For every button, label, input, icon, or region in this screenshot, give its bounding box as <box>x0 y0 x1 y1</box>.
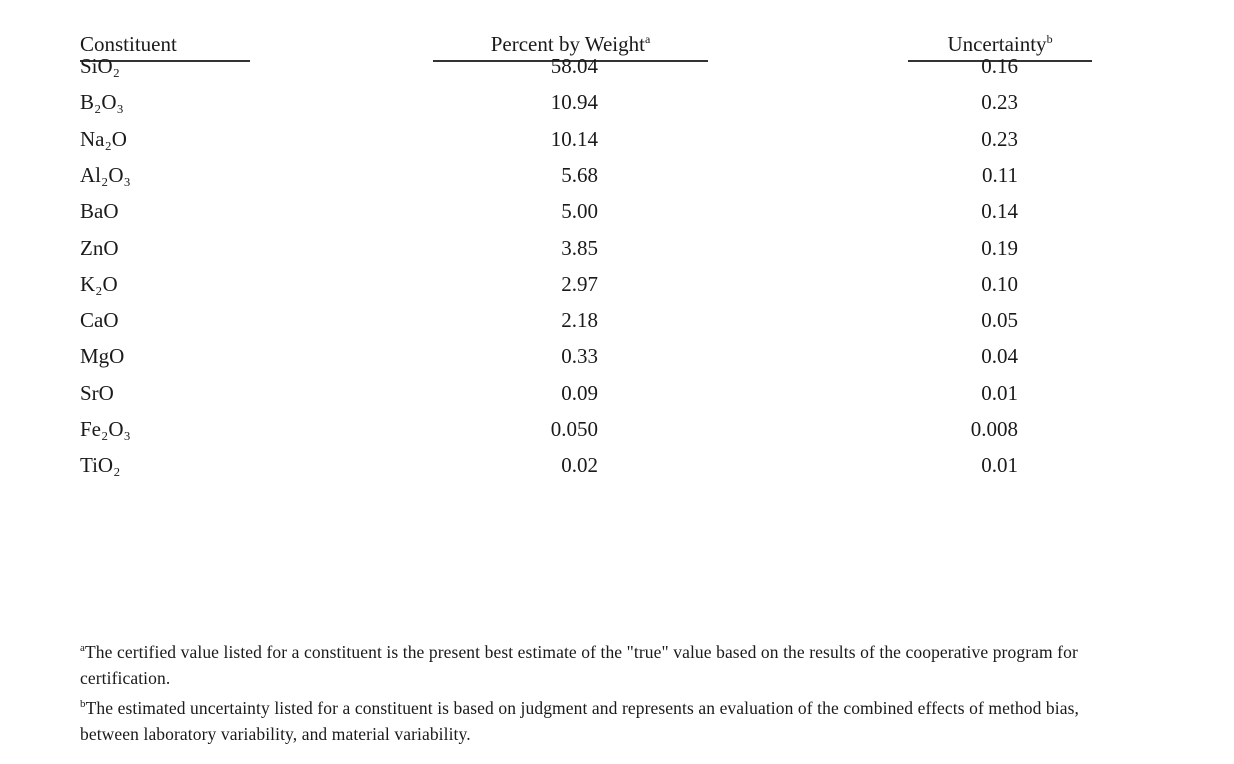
cell-constituent: Na₂O <box>80 126 127 151</box>
cell-constituent: SiO₂ <box>80 54 121 78</box>
cell-uncertainty: 0.04 <box>981 344 1018 369</box>
cell-percent: 0.050 <box>550 417 598 441</box>
table-row: BaO 5.00 0.14 <box>0 199 1234 233</box>
cell-uncertainty: 0.10 <box>981 271 1018 296</box>
footnote-text: The certified value listed for a constit… <box>80 641 1078 688</box>
table-row: B₂O₃ 10.94 0.23 <box>0 90 1234 124</box>
cell-constituent: B₂O₃ <box>80 90 124 115</box>
table-row: Na₂O 10.14 0.23 <box>0 127 1234 161</box>
cell-percent: 10.94 <box>550 90 598 115</box>
cell-uncertainty: 0.008 <box>970 417 1018 441</box>
cell-uncertainty: 0.19 <box>981 235 1018 260</box>
table-row: K₂O 2.97 0.10 <box>0 272 1234 306</box>
cell-percent: 2.97 <box>561 271 598 296</box>
table-row: MgO 0.33 0.04 <box>0 344 1234 378</box>
table-row: SrO 0.09 0.01 <box>0 381 1234 415</box>
footnote-b: bThe estimated uncertainty listed for a … <box>80 691 1090 747</box>
header-label: Constituent <box>80 32 177 56</box>
cell-percent: 58.04 <box>550 54 598 78</box>
cell-uncertainty: 0.23 <box>981 90 1018 115</box>
cell-constituent: SrO <box>80 380 114 405</box>
table-row: SiO₂ 58.04 0.16 <box>0 54 1234 88</box>
cell-percent: 0.09 <box>561 380 598 405</box>
header-percent-by-weight: Percent by Weighta <box>433 32 708 62</box>
cell-uncertainty: 0.01 <box>981 380 1018 405</box>
header-uncertainty: Uncertaintyb <box>908 32 1092 62</box>
footnote-mark: b <box>80 698 86 710</box>
table-row: TiO₂ 0.02 0.01 <box>0 453 1234 487</box>
footnote-a: aThe certified value listed for a consti… <box>80 635 1090 691</box>
header-label: Percent by Weight <box>490 32 645 56</box>
cell-uncertainty: 0.16 <box>981 54 1018 78</box>
cell-percent: 10.14 <box>550 126 598 151</box>
footnote-mark: a <box>80 642 85 654</box>
cell-constituent: Fe₂O₃ <box>80 417 131 441</box>
table-row: CaO 2.18 0.05 <box>0 308 1234 342</box>
header-constituent: Constituent <box>80 32 250 62</box>
table-row: ZnO 3.85 0.19 <box>0 236 1234 270</box>
footnote-text: The estimated uncertainty listed for a c… <box>80 697 1079 744</box>
footnote-mark: b <box>1046 32 1053 46</box>
cell-uncertainty: 0.05 <box>981 308 1018 333</box>
cell-percent: 5.00 <box>561 199 598 224</box>
cell-constituent: CaO <box>80 308 119 333</box>
cell-uncertainty: 0.23 <box>981 126 1018 151</box>
cell-percent: 2.18 <box>561 308 598 333</box>
cell-percent: 0.02 <box>561 453 598 478</box>
cell-constituent: ZnO <box>80 235 119 260</box>
table-row: Al₂O₃ 5.68 0.11 <box>0 163 1234 197</box>
table-row: Fe₂O₃ 0.050 0.008 <box>0 417 1234 451</box>
cell-constituent: TiO₂ <box>80 453 121 478</box>
cell-constituent: Al₂O₃ <box>80 162 131 187</box>
cell-percent: 3.85 <box>561 235 598 260</box>
cell-constituent: BaO <box>80 199 119 224</box>
cell-constituent: K₂O <box>80 271 118 296</box>
header-label: Uncertainty <box>947 32 1047 56</box>
cell-percent: 5.68 <box>561 162 598 187</box>
cell-percent: 0.33 <box>561 344 598 369</box>
footnote-mark: a <box>644 32 651 46</box>
cell-uncertainty: 0.14 <box>981 199 1018 224</box>
cell-uncertainty: 0.01 <box>981 453 1018 478</box>
cell-uncertainty: 0.11 <box>982 162 1018 187</box>
cell-constituent: MgO <box>80 344 125 369</box>
